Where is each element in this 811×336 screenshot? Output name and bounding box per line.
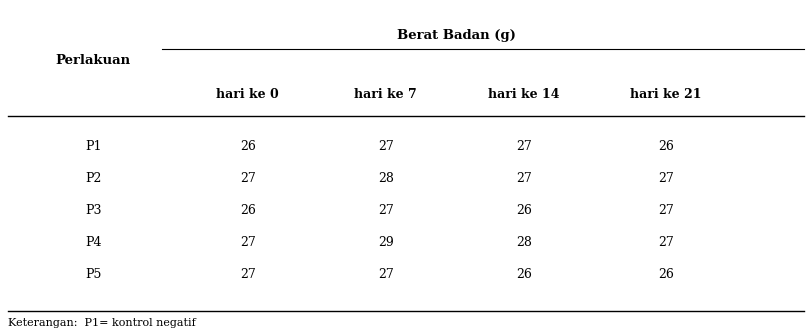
- Text: hari ke 14: hari ke 14: [487, 88, 559, 100]
- Text: 26: 26: [239, 204, 255, 216]
- Text: 27: 27: [239, 172, 255, 184]
- Text: 26: 26: [515, 268, 531, 281]
- Text: 27: 27: [239, 236, 255, 249]
- Text: 27: 27: [657, 204, 673, 216]
- Text: 27: 27: [657, 236, 673, 249]
- Text: P4: P4: [85, 236, 101, 249]
- Text: Berat Badan (g): Berat Badan (g): [397, 29, 516, 42]
- Text: 27: 27: [377, 268, 393, 281]
- Text: 27: 27: [657, 172, 673, 184]
- Text: 27: 27: [377, 204, 393, 216]
- Text: 26: 26: [657, 140, 673, 153]
- Text: Perlakuan: Perlakuan: [56, 54, 131, 67]
- Text: hari ke 7: hari ke 7: [354, 88, 417, 100]
- Text: hari ke 0: hari ke 0: [216, 88, 279, 100]
- Text: hari ke 21: hari ke 21: [629, 88, 701, 100]
- Text: 27: 27: [515, 140, 531, 153]
- Text: 27: 27: [239, 268, 255, 281]
- Text: 28: 28: [515, 236, 531, 249]
- Text: 26: 26: [239, 140, 255, 153]
- Text: 27: 27: [377, 140, 393, 153]
- Text: 26: 26: [657, 268, 673, 281]
- Text: P5: P5: [85, 268, 101, 281]
- Text: P3: P3: [85, 204, 101, 216]
- Text: 28: 28: [377, 172, 393, 184]
- Text: 29: 29: [377, 236, 393, 249]
- Text: P2: P2: [85, 172, 101, 184]
- Text: P1: P1: [85, 140, 101, 153]
- Text: Keterangan:  P1= kontrol negatif: Keterangan: P1= kontrol negatif: [8, 318, 195, 328]
- Text: 27: 27: [515, 172, 531, 184]
- Text: 26: 26: [515, 204, 531, 216]
